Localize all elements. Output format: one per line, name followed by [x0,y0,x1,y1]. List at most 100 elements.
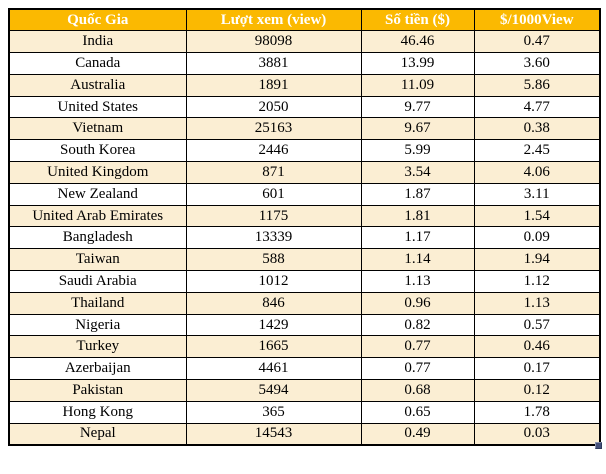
cell-country: New Zealand [8,182,187,206]
cell-views: 1175 [185,204,362,228]
cell-amount: 0.77 [360,357,475,381]
header-rate-per-1000: $/1000View [473,8,601,32]
table-row: South Korea 2446 5.99 2.45 [8,139,601,163]
cell-rate-per-1000: 1.13 [473,291,601,315]
table-row: Pakistan 5494 0.68 0.12 [8,379,601,402]
country-revenue-table: Quốc Gia Lượt xem (view) Số tiền ($) $/1… [8,8,601,446]
table-header: Quốc Gia Lượt xem (view) Số tiền ($) $/1… [8,8,601,32]
cell-amount: 9.67 [360,117,475,141]
cell-rate-per-1000: 2.45 [473,139,601,163]
cell-views: 1891 [185,73,362,97]
cell-country: South Korea [8,139,187,163]
cell-amount: 0.65 [360,400,475,424]
cell-country: Nepal [8,422,187,446]
cell-country: Turkey [8,335,187,359]
table-row: Turkey 1665 0.77 0.46 [8,335,601,359]
cell-amount: 0.96 [360,291,475,315]
table-row: Vietnam 25163 9.67 0.38 [8,117,601,141]
header-amount: Số tiền ($) [360,8,475,32]
cell-country: United States [8,95,187,119]
cell-rate-per-1000: 1.94 [473,248,601,272]
table-body: India 98098 46.46 0.47 Canada 3881 13.99 3.60 Au… [8,30,601,446]
cell-country: Thailand [8,291,187,315]
cell-amount: 11.09 [360,73,475,97]
table-row: India 98098 46.46 0.47 [8,30,601,54]
cell-rate-per-1000: 5.86 [473,73,601,97]
table-row: Hong Kong 365 0.65 1.78 [8,400,601,424]
table-row: Canada 3881 13.99 3.60 [8,52,601,75]
cell-amount: 5.99 [360,139,475,163]
table-row: Saudi Arabia 1012 1.13 1.12 [8,270,601,293]
cell-country: Bangladesh [8,226,187,250]
cell-country: Nigeria [8,313,187,337]
cell-rate-per-1000: 1.78 [473,400,601,424]
cell-views: 365 [185,400,362,424]
cell-country: Taiwan [8,248,187,272]
cell-amount: 46.46 [360,30,475,54]
cell-country: United Kingdom [8,161,187,184]
cell-views: 13339 [185,226,362,250]
table-row: Azerbaijan 4461 0.77 0.17 [8,357,601,381]
header-country: Quốc Gia [8,8,187,32]
cell-amount: 0.77 [360,335,475,359]
cell-rate-per-1000: 4.06 [473,161,601,184]
cell-views: 5494 [185,379,362,402]
country-revenue-table-container: Quốc Gia Lượt xem (view) Số tiền ($) $/1… [8,8,602,449]
cell-views: 2050 [185,95,362,119]
cell-amount: 1.17 [360,226,475,250]
table-row: Thailand 846 0.96 1.13 [8,291,601,315]
cell-amount: 3.54 [360,161,475,184]
cell-rate-per-1000: 0.03 [473,422,601,446]
cell-amount: 1.13 [360,270,475,293]
cell-amount: 0.68 [360,379,475,402]
cell-rate-per-1000: 4.77 [473,95,601,119]
cell-country: United Arab Emirates [8,204,187,228]
cell-rate-per-1000: 3.11 [473,182,601,206]
cell-amount: 0.82 [360,313,475,337]
cell-rate-per-1000: 0.12 [473,379,601,402]
cell-country: Pakistan [8,379,187,402]
cell-rate-per-1000: 3.60 [473,52,601,75]
cell-country: Hong Kong [8,400,187,424]
table-row: New Zealand 601 1.87 3.11 [8,182,601,206]
cell-country: Saudi Arabia [8,270,187,293]
resize-handle-icon[interactable] [595,441,602,449]
table-row: Taiwan 588 1.14 1.94 [8,248,601,272]
cell-amount: 1.87 [360,182,475,206]
cell-rate-per-1000: 0.57 [473,313,601,337]
cell-views: 2446 [185,139,362,163]
cell-rate-per-1000: 0.38 [473,117,601,141]
table-row: United States 2050 9.77 4.77 [8,95,601,119]
table-row: United Kingdom 871 3.54 4.06 [8,161,601,184]
table-row: Nepal 14543 0.49 0.03 [8,422,601,446]
cell-country: Vietnam [8,117,187,141]
cell-amount: 1.14 [360,248,475,272]
cell-amount: 9.77 [360,95,475,119]
cell-country: India [8,30,187,54]
cell-rate-per-1000: 0.46 [473,335,601,359]
cell-amount: 13.99 [360,52,475,75]
cell-views: 25163 [185,117,362,141]
cell-rate-per-1000: 0.09 [473,226,601,250]
cell-rate-per-1000: 0.17 [473,357,601,381]
table-row: United Arab Emirates 1175 1.81 1.54 [8,204,601,228]
cell-views: 14543 [185,422,362,446]
cell-rate-per-1000: 1.12 [473,270,601,293]
cell-views: 4461 [185,357,362,381]
cell-country: Azerbaijan [8,357,187,381]
cell-rate-per-1000: 0.47 [473,30,601,54]
cell-amount: 1.81 [360,204,475,228]
table-row: Australia 1891 11.09 5.86 [8,73,601,97]
cell-views: 1012 [185,270,362,293]
cell-views: 1665 [185,335,362,359]
cell-views: 1429 [185,313,362,337]
header-views: Lượt xem (view) [185,8,362,32]
table-row: Nigeria 1429 0.82 0.57 [8,313,601,337]
cell-views: 846 [185,291,362,315]
table-row: Bangladesh 13339 1.17 0.09 [8,226,601,250]
cell-views: 98098 [185,30,362,54]
cell-country: Australia [8,73,187,97]
cell-amount: 0.49 [360,422,475,446]
header-row: Quốc Gia Lượt xem (view) Số tiền ($) $/1… [8,8,601,32]
cell-views: 3881 [185,52,362,75]
